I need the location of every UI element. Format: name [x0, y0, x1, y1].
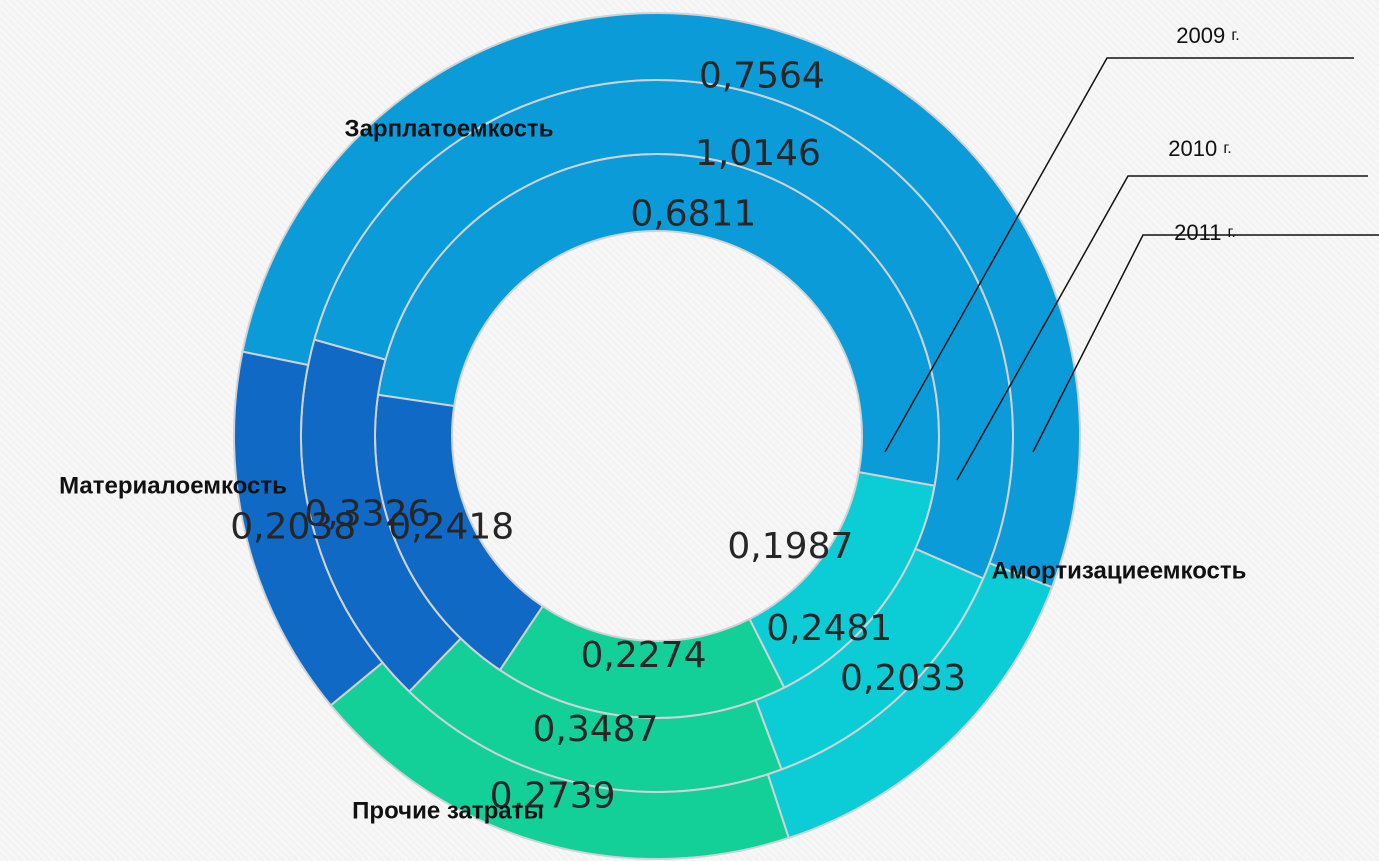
leader-line-2009: [884, 57, 1354, 453]
labels-layer: 0,6811 0,1987 0,2274 0,2418 1,0146 0,2481 0,34…: [59, 23, 1246, 825]
category-label-1: Амортизациеемкость: [992, 558, 1247, 585]
leader-line-2011: [1032, 234, 1379, 453]
category-label-0: Зарплатоемкость: [345, 116, 554, 143]
value-label-2009-0: 0,7564: [699, 55, 825, 96]
slices-layer: [233, 12, 1081, 860]
value-label-2011-2: 0,2274: [581, 635, 707, 676]
value-label-2011-3: 0,2418: [388, 507, 514, 548]
legend-label-2009: 2009 г.: [1176, 23, 1239, 48]
slice-2009-0: [241, 12, 1081, 589]
value-label-2011-0: 0,6811: [630, 193, 756, 234]
legend-label-2010: 2010 г.: [1168, 136, 1231, 161]
value-label-2010-0: 1,0146: [695, 133, 821, 174]
value-label-2009-2: 0,2739: [490, 776, 616, 817]
category-label-2: Прочие затраты: [352, 798, 544, 825]
value-label-2009-1: 0,2033: [840, 658, 966, 699]
value-label-2010-3: 0,3326: [304, 494, 430, 535]
legend-label-2011: 2011 г.: [1174, 220, 1236, 245]
value-label-2009-3: 0,2038: [230, 506, 356, 547]
value-label-2010-2: 0,3487: [533, 709, 659, 750]
leader-line-2010: [956, 175, 1368, 481]
leader-lines-layer: [884, 57, 1379, 481]
value-label-2011-1: 0,1987: [727, 526, 853, 567]
value-label-2010-1: 0,2481: [766, 608, 892, 649]
category-label-3: Материалоемкость: [59, 473, 287, 500]
slice-2009-3: [233, 350, 384, 707]
